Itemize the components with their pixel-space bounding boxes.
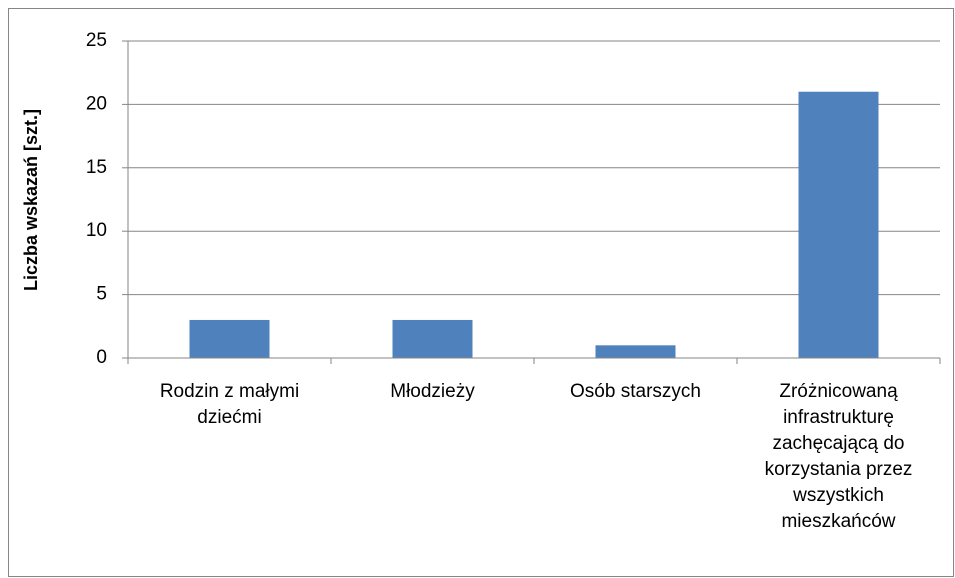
bar xyxy=(595,345,676,358)
y-axis-title: Liczba wskazań [szt.] xyxy=(21,109,41,291)
x-tick-label: Zróżnicowaną infrastrukturę zachęcającą do… xyxy=(765,381,913,532)
x-tick-label: Młodzieży xyxy=(390,381,475,402)
x-tick-label: Osób starszych xyxy=(570,381,701,402)
y-tick-label: 10 xyxy=(86,220,107,241)
bar xyxy=(189,319,270,358)
chart-frame xyxy=(8,8,954,577)
bar xyxy=(798,91,879,358)
y-tick-label: 25 xyxy=(86,30,107,51)
y-tick-label: 20 xyxy=(86,93,107,114)
y-tick-label: 5 xyxy=(96,284,107,305)
y-tick-label: 0 xyxy=(96,347,107,368)
x-tick-label: Rodzin z małymi dziećmi xyxy=(160,381,299,428)
bar xyxy=(392,319,473,358)
y-tick-label: 15 xyxy=(86,157,107,178)
